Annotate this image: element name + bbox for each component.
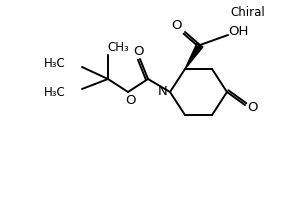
Text: H₃C: H₃C [44, 57, 66, 70]
Text: Chiral: Chiral [231, 6, 266, 19]
Text: O: O [248, 100, 258, 113]
Text: O: O [172, 19, 182, 32]
Polygon shape [185, 43, 203, 69]
Text: CH₃: CH₃ [107, 41, 129, 54]
Text: OH: OH [228, 24, 248, 37]
Text: H₃C: H₃C [44, 85, 66, 98]
Text: O: O [125, 94, 135, 107]
Text: O: O [134, 45, 144, 58]
Text: N: N [158, 85, 168, 98]
